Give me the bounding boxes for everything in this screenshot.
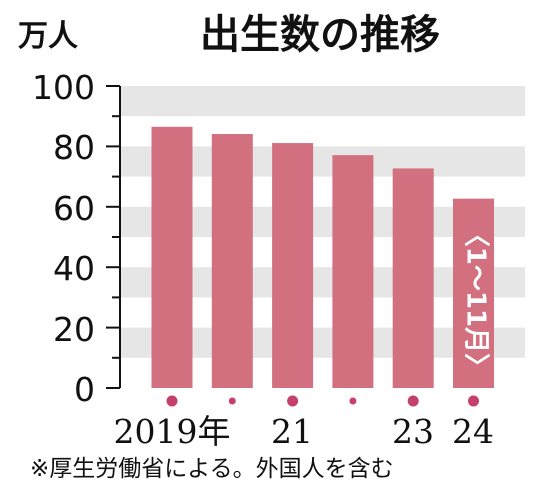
y-tick-label-60: 60	[53, 189, 95, 228]
bar	[272, 143, 314, 388]
x-marker-dot	[166, 395, 178, 407]
x-markers	[166, 395, 479, 407]
bar	[332, 155, 374, 388]
bar	[211, 134, 253, 388]
x-marker-dot	[228, 397, 236, 405]
x-tick-label-21: 21	[271, 412, 313, 451]
x-marker-dot	[407, 395, 419, 407]
x-tick-label-23: 23	[392, 412, 434, 451]
last-bar-period-label: 〈1～11月〉	[461, 221, 491, 379]
bar	[453, 198, 494, 388]
chart-title: 出生数の推移	[200, 12, 440, 58]
y-tick-label-40: 40	[53, 249, 95, 288]
unit-label: 万人	[18, 19, 78, 54]
y-tick-label-0: 0	[74, 370, 95, 409]
bar	[392, 168, 434, 388]
bars	[151, 126, 494, 389]
x-marker-dot	[468, 395, 479, 407]
y-tick-label-100: 100	[32, 68, 95, 107]
grid-band	[120, 86, 525, 117]
x-tick-label-24: 24	[452, 412, 494, 451]
y-tick-label-20: 20	[53, 310, 95, 349]
y-tick-label-80: 80	[53, 128, 95, 167]
x-tick-label-2019: 2019年	[114, 412, 231, 451]
footnote: ※厚生労働省による。外国人を含む	[30, 456, 394, 482]
bar	[151, 126, 193, 389]
y-axis-tick-marks	[106, 85, 120, 389]
x-marker-dot	[287, 395, 299, 407]
x-marker-dot	[349, 397, 357, 405]
